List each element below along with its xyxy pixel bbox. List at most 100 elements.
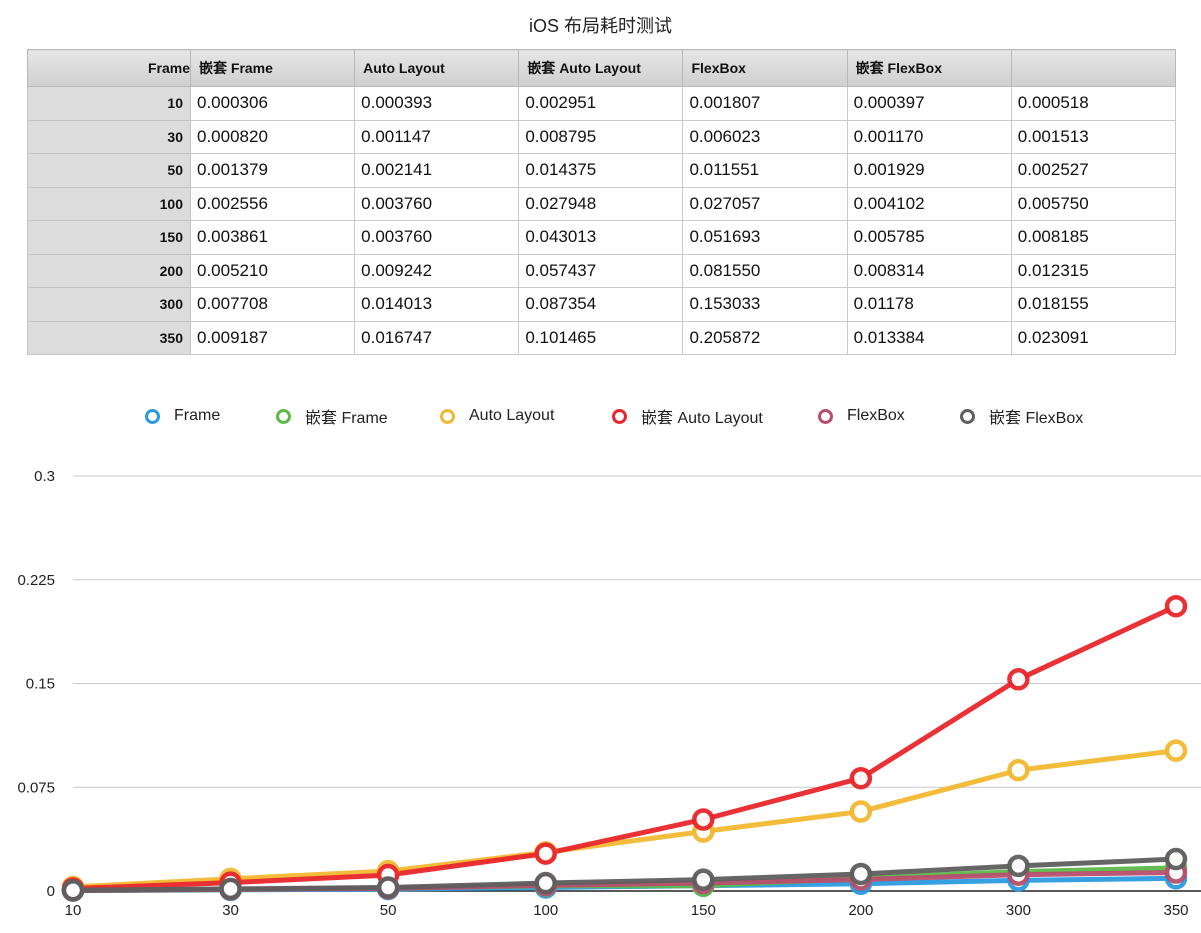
data-point — [1164, 739, 1188, 762]
table-row: 10 0.000306 0.000393 0.002951 0.001807 0.0003… — [27, 86, 1177, 121]
table-row: 30 0.000820 0.001147 0.008795 0.006023 0.0011… — [27, 119, 1177, 154]
table-cell: 0.01178 — [846, 287, 1012, 322]
table-cell: 0.006023 — [682, 119, 848, 154]
table-row: 50 0.001379 0.002141 0.014375 0.011551 0.0019… — [27, 153, 1177, 188]
table-cell: 0.008795 — [518, 119, 684, 154]
legend-label: 嵌套 Auto Layout — [641, 410, 763, 427]
table-header-cell: FlexBox — [682, 49, 848, 87]
legend-label: 嵌套 FlexBox — [989, 410, 1084, 427]
legend-marker-icon — [440, 408, 455, 424]
series-line — [70, 748, 1179, 890]
y-tick-label: 0 — [47, 883, 55, 900]
series-line — [70, 603, 1179, 892]
row-header-cell: 150 — [27, 220, 191, 255]
table-cell: 0.000306 — [189, 86, 356, 121]
row-header-cell: 50 — [27, 153, 191, 188]
table-cell: 0.001513 — [1010, 119, 1177, 154]
table-cell: 0.027948 — [518, 186, 684, 221]
table-cell: 0.009242 — [354, 253, 520, 288]
legend-item: FlexBox — [818, 404, 905, 428]
data-point — [692, 808, 715, 831]
table-cell: 0.007708 — [189, 287, 356, 322]
data-point — [1007, 854, 1030, 878]
legend-marker-icon — [818, 408, 833, 424]
y-tick-label: 0.075 — [17, 779, 55, 796]
data-point — [219, 877, 242, 901]
table-row: 350 0.009187 0.016747 0.101465 0.205872 0.013… — [27, 320, 1177, 355]
table-cell: 0.000397 — [846, 86, 1012, 121]
table-row: 200 0.005210 0.009242 0.057437 0.081550 0.008… — [27, 253, 1177, 288]
data-point — [849, 766, 873, 790]
x-tick-label: 150 — [691, 902, 716, 919]
chart-title: iOS 布局耗时测试 — [528, 16, 672, 36]
table-cell: 0.016747 — [354, 320, 520, 355]
x-tick-label: 30 — [222, 902, 239, 919]
data-point — [849, 800, 873, 823]
x-tick-label: 350 — [1163, 902, 1188, 919]
row-header-cell: 10 — [27, 86, 191, 121]
legend-item: 嵌套 Frame — [276, 404, 388, 428]
chart-legend: Frame 嵌套 Frame Auto Layout 嵌套 Auto Layout Fl… — [0, 404, 1201, 428]
data-point — [1007, 758, 1030, 782]
table-header-cell: Auto Layout — [354, 49, 520, 87]
table-cell: 0.043013 — [518, 220, 684, 255]
table-cell: 0.002527 — [1010, 153, 1177, 188]
row-header-cell: 350 — [27, 320, 191, 355]
table-cell: 0.001170 — [846, 119, 1012, 154]
data-point — [534, 842, 557, 865]
y-tick-label: 0.225 — [17, 572, 55, 589]
series-line — [70, 856, 1179, 893]
table-header-cell: 嵌套 FlexBox — [846, 49, 1012, 87]
table-cell: 0.008185 — [1010, 220, 1177, 255]
row-header-cell: 200 — [27, 253, 191, 288]
table-cell: 0.027057 — [682, 186, 848, 221]
x-tick-label: 50 — [380, 902, 397, 919]
table-cell: 0.014013 — [354, 287, 520, 322]
legend-marker-icon — [145, 408, 160, 424]
table-header-row: Frame 嵌套 Frame Auto Layout 嵌套 Auto Layou… — [27, 49, 1177, 87]
legend-label: Frame — [174, 407, 221, 424]
table-cell: 0.087354 — [518, 287, 684, 322]
data-point — [1164, 594, 1188, 618]
data-point — [61, 879, 85, 902]
table-cell: 0.002556 — [189, 186, 356, 221]
table-cell: 0.101465 — [518, 320, 684, 355]
row-header-cell: 100 — [27, 186, 191, 221]
table-header-cell: 嵌套 Auto Layout — [518, 49, 684, 87]
table-cell: 0.001807 — [682, 86, 848, 121]
table-row: 150 0.003861 0.003760 0.043013 0.051693 0.005… — [27, 220, 1177, 255]
table-cell: 0.081550 — [682, 253, 848, 288]
legend-item: 嵌套 FlexBox — [960, 404, 1083, 428]
table-header-cell: 嵌套 Frame — [189, 49, 356, 87]
table-body: 10 0.000306 0.000393 0.002951 0.001807 0.0003… — [27, 86, 1177, 355]
table-cell: 0.012315 — [1010, 253, 1177, 288]
data-point — [849, 862, 873, 886]
data-point — [1007, 668, 1030, 691]
table-cell: 0.001929 — [846, 153, 1012, 188]
table-cell: 0.005210 — [189, 253, 356, 288]
y-tick-label: 0.3 — [34, 468, 55, 485]
table-cell: 0.002141 — [354, 153, 520, 188]
table-cell: 0.001379 — [189, 153, 356, 188]
data-point — [534, 871, 557, 895]
x-tick-label: 200 — [848, 902, 873, 919]
table-cell: 0.004102 — [846, 186, 1012, 221]
y-tick-label: 0.15 — [26, 676, 55, 693]
table-cell: 0.003760 — [354, 186, 520, 221]
table-cell: 0.014375 — [518, 153, 684, 188]
line-chart: 0 0.075 0.15 0.225 0.3 10 30 50 100 150 200 300 350 — [17, 468, 1201, 919]
legend-item: Auto Layout — [440, 404, 554, 428]
legend-item: 嵌套 Auto Layout — [612, 404, 763, 428]
table-cell: 0.013384 — [846, 320, 1012, 355]
data-point — [692, 868, 715, 891]
row-header-cell: 300 — [27, 287, 191, 322]
legend-label: 嵌套 Frame — [305, 410, 388, 427]
table-cell: 0.008314 — [846, 253, 1012, 288]
table-cell: 0.153033 — [682, 287, 848, 322]
table-cell: 0.205872 — [682, 320, 848, 355]
table-row: 300 0.007708 0.014013 0.087354 0.153033 0.011… — [27, 287, 1177, 322]
x-tick-label: 10 — [65, 902, 82, 919]
data-point — [376, 876, 400, 899]
table-cell: 0.057437 — [518, 253, 684, 288]
legend-item: Frame — [145, 404, 220, 428]
